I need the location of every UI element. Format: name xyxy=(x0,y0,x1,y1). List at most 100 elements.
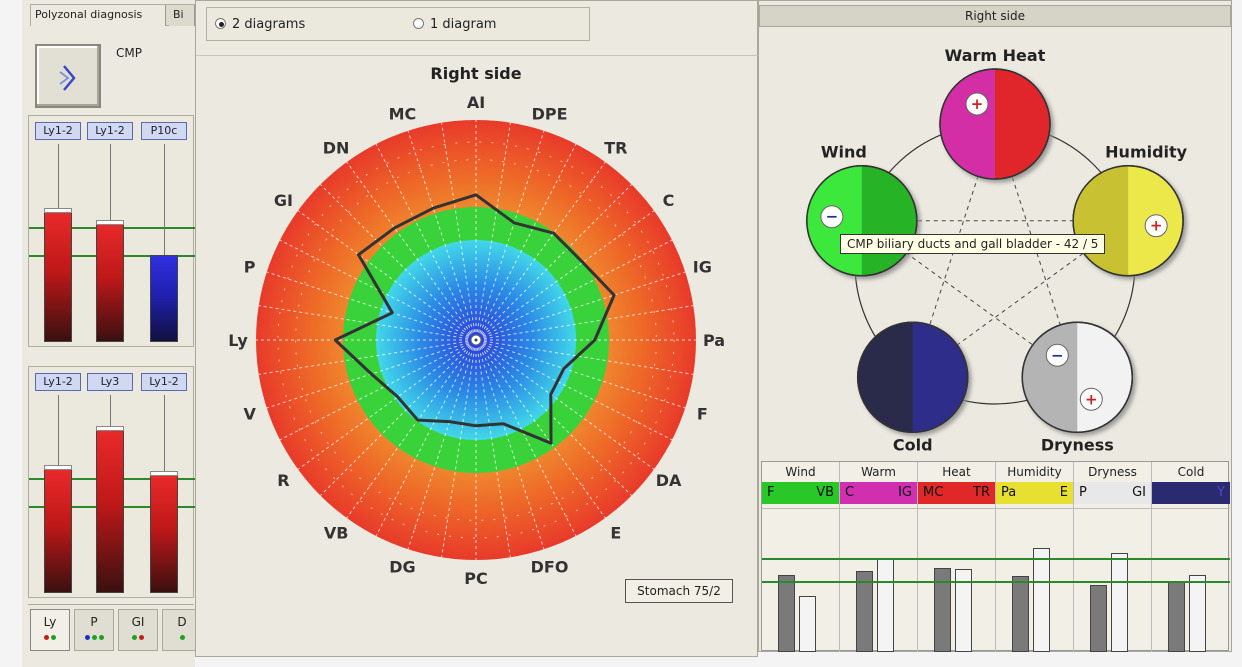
sign-glyph: − xyxy=(1051,346,1064,364)
element-disc-half xyxy=(940,69,995,179)
element-outline xyxy=(1021,321,1134,434)
left-panel: Polyzonal diagnosis Bi CMP Ly1-2 Ly1-2 P10… xyxy=(0,0,202,667)
stomach-badge: Stomach 75/2 xyxy=(625,579,733,603)
bar-tag[interactable]: Ly1-2 xyxy=(35,373,81,391)
radar-spoke xyxy=(477,347,545,550)
sign-glyph: − xyxy=(826,208,839,226)
bottom-tab-p[interactable]: P xyxy=(74,609,114,651)
status-dot xyxy=(132,635,137,640)
element-column-wind: Wind F VB xyxy=(762,462,840,652)
radio-1-diagram[interactable]: 1 diagram xyxy=(413,17,496,32)
bar-tag[interactable]: Ly3 xyxy=(87,373,133,391)
bar-tag[interactable]: P10c xyxy=(141,122,187,140)
status-dots xyxy=(163,629,201,643)
bottom-tab-label: GI xyxy=(131,615,145,629)
element-wind[interactable]: Wind − xyxy=(806,143,918,277)
radar-axis-label: Pa xyxy=(703,331,725,350)
element-column-humidity: Humidity Pa E xyxy=(996,462,1074,652)
element-meridian-codes: Y xyxy=(1152,482,1230,504)
bar-tag[interactable]: Ly1-2 xyxy=(35,122,81,140)
radar-series-line xyxy=(333,193,616,445)
radar-spoke xyxy=(482,343,673,441)
meridian-code: IG xyxy=(898,485,912,500)
radar-spoke xyxy=(279,239,470,337)
status-dot xyxy=(98,635,104,640)
bottom-tab-gi[interactable]: GI xyxy=(118,609,158,651)
sign-glyph: + xyxy=(1150,217,1163,235)
radar-spoke xyxy=(279,343,470,441)
radar-spoke xyxy=(375,346,473,537)
element-label: Wind xyxy=(821,143,867,162)
radio-2-diagrams-indicator[interactable] xyxy=(215,18,226,29)
status-dot xyxy=(91,635,97,640)
bottom-tab-ly[interactable]: Ly xyxy=(30,609,70,651)
element-cold[interactable]: Cold xyxy=(856,321,969,454)
bar-group-bottom: Ly1-2 Ly3 Ly1-2 xyxy=(28,366,195,598)
bar-tag[interactable]: Ly1-2 xyxy=(87,122,133,140)
radar-axis-label: P xyxy=(244,257,256,276)
radar-spoke xyxy=(479,143,577,334)
radar-axis-label: Ly xyxy=(228,331,248,350)
level-bar xyxy=(150,471,178,593)
element-bar xyxy=(856,570,873,652)
element-label: Cold xyxy=(893,435,933,454)
cmp-button[interactable] xyxy=(35,44,101,108)
radar-ring xyxy=(295,159,657,521)
element-column-title: Warm xyxy=(861,465,896,479)
element-column-warm: Warm C IG xyxy=(840,462,918,652)
radar-spoke xyxy=(407,130,475,333)
meridian-code: F xyxy=(767,485,775,500)
element-sign-icon: + xyxy=(1079,387,1103,411)
radio-2-diagrams[interactable]: 2 diagrams xyxy=(215,17,305,32)
element-column-title: Cold xyxy=(1177,465,1205,479)
status-dot xyxy=(84,635,90,640)
radar-spoke xyxy=(480,346,606,519)
radar-spoke xyxy=(441,347,476,558)
center-panel: 2 diagrams 1 diagram Right side xyxy=(195,0,759,657)
element-dryness[interactable]: Dryness − + xyxy=(1021,321,1134,454)
radio-1-diagram-indicator[interactable] xyxy=(413,18,424,29)
radar-spoke xyxy=(297,210,470,336)
tab-polyzonal-diagnosis[interactable]: Polyzonal diagnosis xyxy=(31,5,166,26)
radar-spoke xyxy=(266,341,469,409)
status-dot xyxy=(179,635,185,640)
bar-stem xyxy=(58,395,59,469)
status-dots xyxy=(75,629,113,643)
bar-cap xyxy=(96,220,124,226)
element-bar-area xyxy=(996,508,1074,652)
radar-spoke xyxy=(483,305,694,340)
radar-spoke xyxy=(476,347,511,558)
element-label: Dryness xyxy=(1041,435,1114,454)
radar-spoke xyxy=(481,184,632,335)
bar-tag[interactable]: Ly1-2 xyxy=(141,373,187,391)
element-sign-icon: − xyxy=(1045,343,1069,367)
sign-badge xyxy=(1144,214,1168,238)
diagram-mode-group: 2 diagrams 1 diagram xyxy=(206,7,590,41)
element-bar xyxy=(955,569,972,652)
radar-ring xyxy=(277,141,675,539)
element-label: Humidity xyxy=(1105,143,1188,162)
left-tabstrip: Polyzonal diagnosis Bi xyxy=(30,4,195,26)
element-warm-heat[interactable]: Warm Heat + xyxy=(939,46,1051,180)
radar-ring-ticks xyxy=(277,141,675,539)
sign-badge xyxy=(1079,387,1103,411)
radar-axis-label: DFO xyxy=(531,557,569,576)
element-column-title: Heat xyxy=(942,465,971,479)
radar-axis-label: TR xyxy=(604,138,627,157)
element-humidity[interactable]: Humidity + xyxy=(1072,143,1188,277)
element-bar xyxy=(1033,548,1050,652)
radar-spoke xyxy=(441,122,476,333)
bottom-tabs: Ly P GI D xyxy=(28,604,202,652)
element-outline xyxy=(939,68,1051,180)
meridian-code: Pa xyxy=(1001,485,1017,500)
tab-bi[interactable]: Bi xyxy=(169,5,195,26)
radar-spoke xyxy=(482,239,673,337)
meridian-code: P xyxy=(1079,485,1087,500)
radar-axis-label: DG xyxy=(389,557,415,576)
radar-spoke xyxy=(477,130,545,333)
element-bar xyxy=(778,575,795,652)
cmp-label: CMP xyxy=(116,46,142,60)
element-sign-icon: + xyxy=(1144,214,1168,238)
element-meridian-codes: C IG xyxy=(840,482,917,504)
radar-spoke xyxy=(320,184,471,335)
